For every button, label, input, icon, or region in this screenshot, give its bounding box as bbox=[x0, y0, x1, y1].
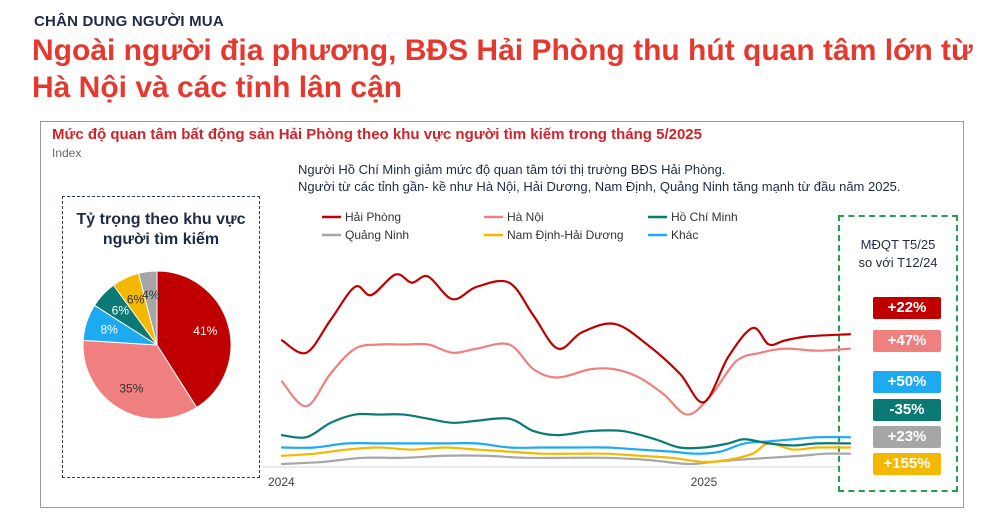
legend-label: Hồ Chí Minh bbox=[671, 210, 738, 224]
y-axis-label: Index bbox=[52, 146, 82, 160]
badge-quang-ninh: +23% bbox=[873, 426, 941, 448]
pie-slice bbox=[82, 339, 198, 420]
pie-slice-label: 6% bbox=[127, 292, 145, 306]
pie-slice bbox=[137, 270, 158, 346]
line-chart: 2024 2025 bbox=[262, 273, 852, 489]
badge-khac: +50% bbox=[873, 371, 941, 393]
note-line: Người Hồ Chí Minh giảm mức độ quan tâm t… bbox=[298, 162, 726, 177]
mdqt-panel bbox=[838, 215, 958, 492]
x-tick-label: 2024 bbox=[268, 475, 295, 489]
pie-title-line: Tỷ trọng theo khu vực bbox=[76, 211, 246, 228]
pie-slice-label: 41% bbox=[193, 324, 217, 338]
series-line bbox=[280, 452, 852, 466]
series-line bbox=[280, 412, 852, 450]
badge-ho-chi-minh: -35% bbox=[873, 399, 941, 421]
pie-slice-label: 4% bbox=[142, 288, 160, 302]
mdqt-title: MĐQT T5/25 so với T12/24 bbox=[838, 236, 958, 272]
pie-slice-label: 6% bbox=[112, 304, 130, 318]
badge-ha-noi: +47% bbox=[873, 330, 941, 352]
legend-label: Khác bbox=[671, 228, 698, 242]
series-line bbox=[280, 442, 852, 464]
pie-title-line: người tìm kiếm bbox=[102, 231, 220, 248]
mdqt-title-line: MĐQT T5/25 bbox=[860, 237, 936, 252]
legend-label: Hà Nội bbox=[507, 210, 544, 224]
x-tick-label: 2025 bbox=[691, 475, 718, 489]
legend-label: Quảng Ninh bbox=[345, 228, 409, 242]
pie-slice-label: 35% bbox=[119, 381, 143, 395]
legend-label: Hải Phòng bbox=[345, 210, 401, 224]
badge-nam-dinh-hai-duong: +155% bbox=[873, 453, 941, 475]
pie-slice-label: 8% bbox=[100, 322, 118, 336]
legend: Hải Phòng Hà Nội Hồ Chí Minh Quảng Ninh Nam … bbox=[322, 210, 738, 242]
chart-frame bbox=[40, 121, 964, 508]
legend-label: Nam Định-Hải Dương bbox=[507, 228, 624, 242]
pie-panel bbox=[62, 196, 260, 478]
pie-chart: 41%35%8%6%6%4% bbox=[82, 270, 232, 420]
chart-note: Người Hồ Chí Minh giảm mức độ quan tâm t… bbox=[298, 161, 901, 195]
chart-title: Mức độ quan tâm bất động sản Hải Phòng t… bbox=[52, 126, 702, 143]
note-line: Người từ các tỉnh gần- kề như Hà Nội, Hả… bbox=[298, 179, 901, 194]
pie-title: Tỷ trọng theo khu vực người tìm kiếm bbox=[62, 210, 260, 250]
page-headline: Ngoài người địa phương, BĐS Hải Phòng th… bbox=[32, 34, 973, 104]
series-line bbox=[280, 435, 852, 455]
badge-hai-phong: +22% bbox=[873, 297, 941, 319]
series-line bbox=[280, 342, 852, 416]
series-line bbox=[280, 273, 852, 404]
mdqt-title-line: so với T12/24 bbox=[858, 255, 938, 270]
section-kicker: CHÂN DUNG NGƯỜI MUA bbox=[34, 13, 224, 30]
